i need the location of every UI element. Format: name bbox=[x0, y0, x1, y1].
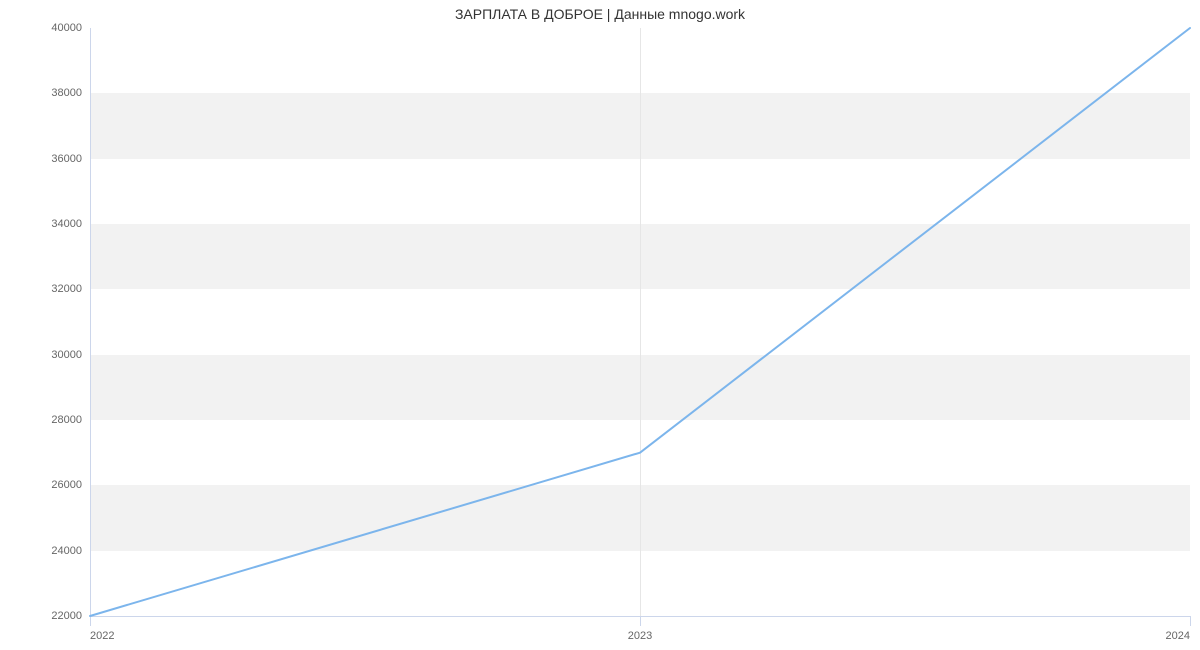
y-axis-tick-label: 40000 bbox=[0, 22, 82, 34]
y-axis-tick-label: 30000 bbox=[0, 349, 82, 361]
series-layer bbox=[90, 28, 1190, 616]
salary-line-chart: ЗАРПЛАТА В ДОБРОЕ | Данные mnogo.work 22… bbox=[0, 0, 1200, 650]
y-axis-tick-label: 22000 bbox=[0, 610, 82, 622]
y-axis-tick-label: 38000 bbox=[0, 87, 82, 99]
y-axis-tick-label: 34000 bbox=[0, 218, 82, 230]
y-axis-tick-label: 28000 bbox=[0, 414, 82, 426]
plot-area bbox=[90, 28, 1190, 616]
y-axis-tick-label: 26000 bbox=[0, 479, 82, 491]
x-axis-tick-label: 2022 bbox=[90, 630, 114, 642]
x-tick-mark bbox=[1190, 616, 1191, 626]
x-axis-tick-label: 2023 bbox=[628, 630, 652, 642]
x-axis-line bbox=[90, 616, 1190, 617]
x-tick-mark bbox=[90, 616, 91, 626]
chart-title: ЗАРПЛАТА В ДОБРОЕ | Данные mnogo.work bbox=[0, 6, 1200, 22]
y-axis-tick-label: 32000 bbox=[0, 283, 82, 295]
x-axis-tick-label: 2024 bbox=[1166, 630, 1190, 642]
y-axis-tick-label: 24000 bbox=[0, 545, 82, 557]
y-axis-tick-label: 36000 bbox=[0, 153, 82, 165]
series-line bbox=[90, 28, 1190, 616]
x-tick-mark bbox=[640, 616, 641, 626]
